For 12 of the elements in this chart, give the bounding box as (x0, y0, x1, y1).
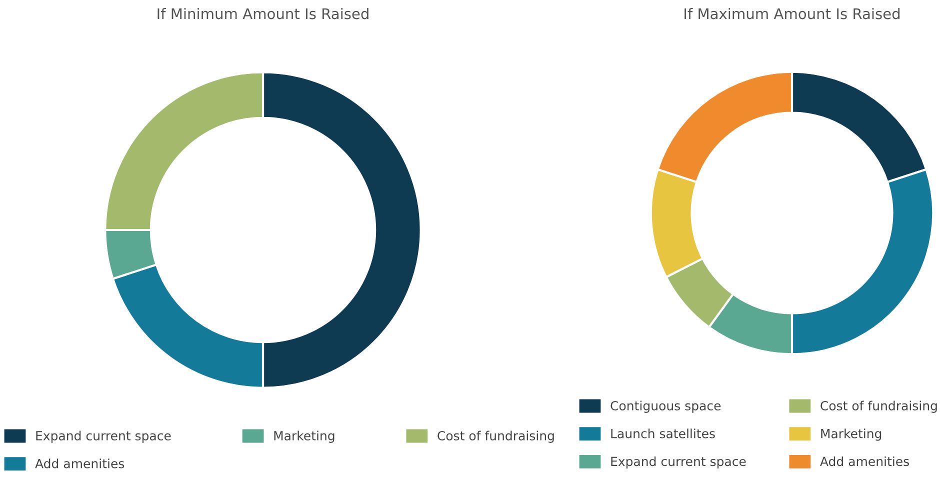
legend-label: Contiguous space (610, 400, 721, 413)
chart-title: If Minimum Amount Is Raised (158, 8, 368, 20)
legend-label: Launch satellites (611, 428, 715, 438)
legend-label: Add amenities (35, 458, 124, 468)
legend-label: Marketing (821, 428, 882, 441)
legend-label: Cost of fundraising (438, 430, 554, 443)
legend-label: Expand current space (611, 456, 746, 469)
legend-label: Add amenities (820, 456, 909, 466)
legend-label: Expand current space (36, 430, 171, 443)
chart-title: If Maximum Amount Is Raised (684, 8, 900, 20)
legend-label: Cost of fundraising (820, 400, 937, 413)
legend-label: Marketing (274, 430, 334, 443)
